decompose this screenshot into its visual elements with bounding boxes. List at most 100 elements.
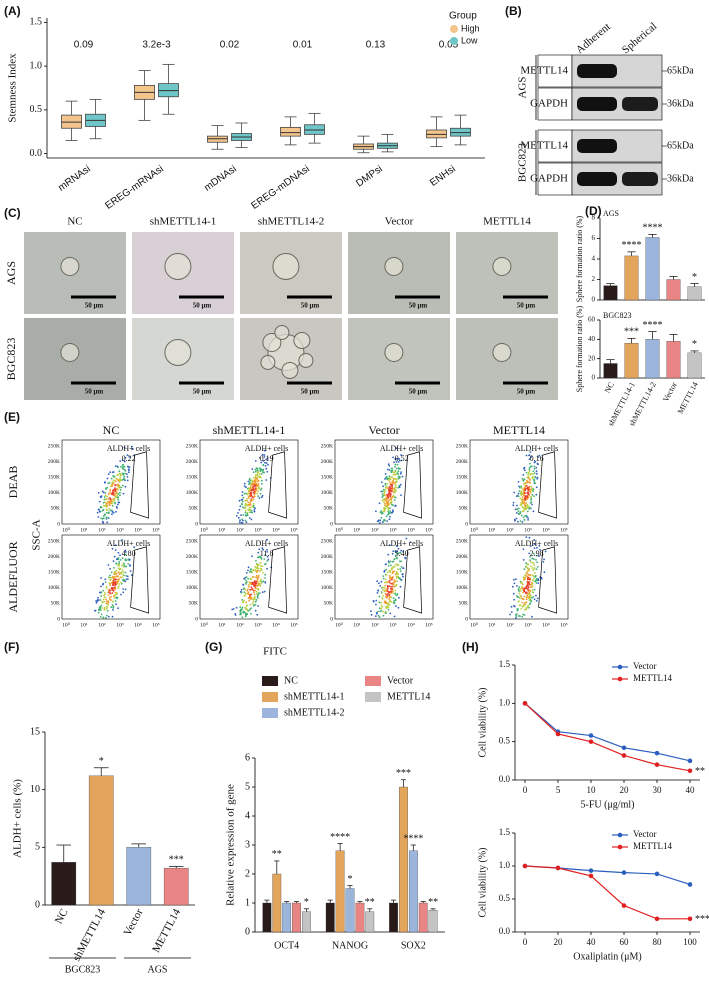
bar: [645, 339, 660, 379]
event-dot: [392, 560, 395, 563]
event-dot: [112, 501, 114, 503]
event-dot: [252, 498, 255, 500]
event-dot: [254, 486, 256, 488]
event-dot: [517, 596, 520, 599]
x-tick-label: EREG-mRNAsi: [103, 164, 165, 212]
event-dot: [267, 558, 270, 561]
event-dot: [538, 454, 541, 457]
event-dot: [258, 488, 261, 490]
event-dot: [519, 580, 522, 583]
event-dot: [529, 545, 532, 547]
x-tick-label: mRNAsi: [56, 164, 92, 194]
bar: [345, 888, 355, 933]
event-dot: [394, 470, 397, 473]
event-dot: [259, 561, 262, 564]
data-point: [588, 739, 594, 744]
event-dot: [102, 616, 105, 619]
event-dot: [254, 600, 257, 603]
event-dot: [246, 608, 249, 611]
event-dot: [238, 521, 241, 524]
event-dot: [264, 563, 267, 565]
x-tick-label: ENHsi: [428, 164, 458, 189]
event-dot: [256, 592, 258, 595]
event-dot: [244, 507, 246, 509]
event-dot: [245, 581, 247, 584]
event-dot: [255, 580, 258, 583]
flow-plot: [334, 534, 434, 620]
x-axis-label: FITC: [263, 646, 287, 658]
bar: [302, 911, 311, 933]
event-dot: [399, 577, 401, 580]
event-dot: [528, 567, 530, 570]
event-dot: [384, 507, 387, 510]
event-dot: [520, 504, 523, 506]
event-dot: [260, 565, 262, 568]
y-tick-label: 200K: [321, 459, 333, 465]
x-tick-label: 10¹: [488, 527, 496, 533]
event-dot: [108, 504, 111, 507]
event-dot: [527, 473, 529, 476]
event-dot: [116, 484, 118, 486]
event-dot: [242, 496, 245, 499]
bar: [687, 352, 702, 379]
event-dot: [386, 487, 389, 490]
legend-swatch: [262, 676, 278, 686]
event-dot: [395, 486, 397, 489]
event-dot: [376, 580, 378, 583]
event-dot: [526, 594, 528, 597]
protein-label: GAPDH: [530, 98, 568, 110]
event-dot: [256, 576, 259, 578]
x-tick-label: 0: [523, 785, 528, 795]
event-dot: [522, 613, 524, 616]
event-dot: [397, 575, 400, 578]
event-dot: [119, 476, 121, 479]
event-dot: [392, 471, 394, 473]
event-dot: [115, 563, 118, 565]
event-dot: [392, 583, 395, 586]
event-dot: [261, 565, 264, 568]
event-dot: [106, 477, 109, 480]
event-dot: [379, 519, 382, 522]
row-label: ALDEFLUOR: [6, 541, 20, 612]
panel-label: (H): [462, 640, 479, 654]
event-dot: [399, 570, 402, 572]
event-dot: [387, 553, 390, 556]
event-dot: [118, 501, 121, 504]
significance: ****: [643, 320, 663, 331]
event-dot: [395, 480, 398, 483]
event-dot: [393, 487, 396, 490]
x-tick-label: DMPsi: [354, 164, 384, 190]
event-dot: [381, 597, 384, 600]
data-point: [687, 768, 693, 774]
event-dot: [255, 590, 258, 593]
event-dot: [125, 578, 128, 581]
event-dot: [529, 561, 532, 563]
event-dot: [382, 494, 385, 497]
event-dot: [532, 470, 535, 472]
event-dot: [102, 514, 105, 517]
column-label: NC: [67, 216, 82, 228]
data-point: [588, 868, 594, 873]
event-dot: [400, 454, 402, 456]
event-dot: [529, 573, 532, 576]
event-dot: [518, 604, 521, 607]
y-tick-label: 50K: [459, 506, 469, 512]
event-dot: [260, 487, 263, 490]
event-dot: [392, 597, 395, 600]
event-dot: [240, 591, 243, 594]
bar: [666, 341, 681, 379]
event-dot: [259, 567, 262, 570]
event-dot: [249, 509, 252, 511]
event-dot: [105, 602, 108, 605]
event-dot: [380, 607, 382, 610]
event-dot: [251, 511, 253, 514]
event-dot: [514, 617, 517, 619]
event-dot: [386, 571, 389, 574]
event-dot: [264, 581, 267, 583]
event-dot: [256, 588, 259, 591]
event-dot: [100, 517, 102, 520]
event-dot: [527, 517, 529, 519]
event-dot: [122, 563, 124, 565]
plot-frame: [334, 534, 434, 620]
event-dot: [536, 546, 538, 549]
